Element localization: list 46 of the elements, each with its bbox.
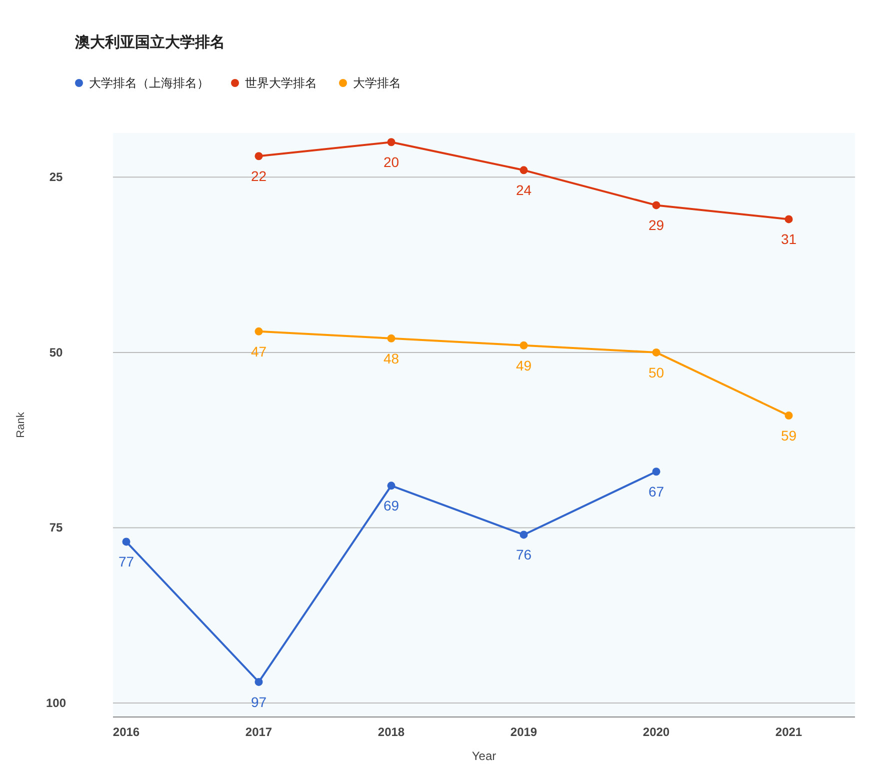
x-axis-title: Year <box>472 749 496 763</box>
point <box>520 530 528 539</box>
data-label: 50 <box>648 364 664 380</box>
data-label: 47 <box>250 343 267 360</box>
data-label: 76 <box>516 546 532 563</box>
data-label: 59 <box>780 428 797 444</box>
data-label: 69 <box>383 498 400 514</box>
point <box>520 166 528 174</box>
point <box>520 341 528 350</box>
y-tick-label: 25 <box>49 170 63 184</box>
data-label: 24 <box>516 182 532 198</box>
data-label: 22 <box>250 168 267 184</box>
x-tick-label: 2018 <box>378 725 405 739</box>
point <box>122 538 130 546</box>
point <box>784 412 793 420</box>
x-tick-label: 2019 <box>510 725 538 739</box>
data-label: 20 <box>383 154 400 170</box>
point <box>652 468 660 476</box>
point <box>652 348 660 356</box>
data-label: 77 <box>118 554 134 570</box>
y-tick-label: 50 <box>49 345 63 360</box>
data-label: 49 <box>516 357 532 374</box>
point <box>387 138 396 146</box>
data-label: 67 <box>648 484 664 500</box>
point <box>254 327 263 336</box>
y-axis-title: Rank <box>15 412 27 438</box>
point <box>387 334 396 342</box>
x-tick-label: 2020 <box>642 725 670 739</box>
point <box>652 201 660 210</box>
data-label: 97 <box>250 694 267 710</box>
point <box>254 678 263 686</box>
data-label: 29 <box>648 217 664 234</box>
point <box>387 482 396 490</box>
legend-label: 世界大学排名 <box>245 76 317 90</box>
x-tick-label: 2016 <box>112 725 140 739</box>
chart-title: 澳大利亚国立大学排名 <box>74 33 225 51</box>
data-label: 31 <box>780 231 797 248</box>
point <box>254 152 263 160</box>
legend-label: 大学排名（上海排名） <box>89 76 209 90</box>
legend-label: 大学排名 <box>353 76 401 90</box>
x-tick-label: 2017 <box>245 725 272 739</box>
data-label: 48 <box>383 350 400 366</box>
y-tick-label: 100 <box>46 696 66 710</box>
y-tick-label: 75 <box>49 520 63 535</box>
x-tick-label: 2021 <box>775 725 802 739</box>
point <box>784 215 793 224</box>
